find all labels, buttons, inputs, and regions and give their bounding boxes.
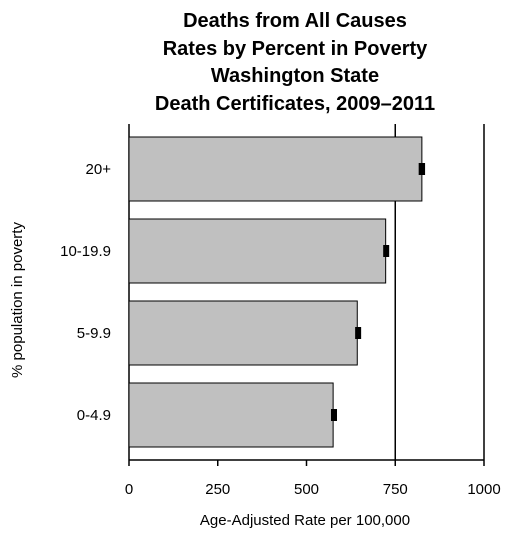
error-bar-20+: [418, 163, 426, 175]
bar-0-4.9: [128, 382, 334, 448]
title-line-2: Rates by Percent in Poverty: [163, 38, 428, 60]
plot-area: 20+ 10-19.9 5-9.9 0-4.9 0 250 500 750 1000: [60, 124, 501, 498]
x-tick-label-500: 500: [294, 481, 319, 498]
y-tick-label-10-19.9: 10-19.9: [60, 243, 111, 260]
title-line-3: Washington State: [211, 65, 379, 87]
bar-20+: [128, 136, 423, 202]
x-tick-label-750: 750: [383, 481, 408, 498]
x-tick-label-1000: 1000: [467, 481, 500, 498]
x-axis-title: Age-Adjusted Rate per 100,000: [200, 512, 410, 529]
error-bar-5-9.9: [355, 327, 362, 339]
error-bar-10-19.9: [383, 245, 390, 257]
y-tick-label-5-9.9: 5-9.9: [77, 325, 111, 342]
x-tick-label-250: 250: [205, 481, 230, 498]
error-bar-0-4.9: [330, 409, 337, 421]
x-tick-label-0: 0: [125, 481, 133, 498]
bar-10-19.9: [128, 218, 387, 284]
y-axis-title: % population in poverty: [9, 222, 26, 378]
y-tick-label-20+: 20+: [86, 161, 112, 178]
y-tick-label-0-4.9: 0-4.9: [77, 407, 111, 424]
title-line-1: Deaths from All Causes: [183, 10, 407, 32]
title-line-4: Death Certificates, 2009–2011: [155, 93, 435, 115]
chart-title: Deaths from All Causes Rates by Percent …: [155, 10, 435, 115]
bar-5-9.9: [128, 300, 358, 366]
